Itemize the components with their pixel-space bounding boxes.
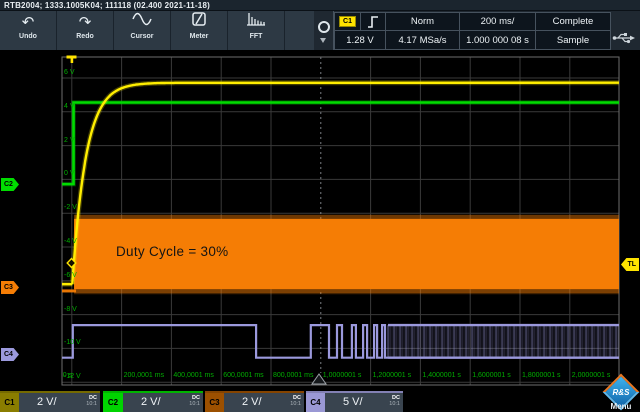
time-axis-label: 800,0001 ms [273, 372, 314, 379]
channel-scale-value: 2 V/ [242, 396, 262, 408]
channel-tab-c4[interactable]: C4 [306, 393, 325, 412]
time-axis-label: 1,6000001 s [472, 372, 511, 379]
multimeter-icon [171, 11, 227, 35]
undo-arrow-icon: ↶ [21, 14, 35, 31]
channel-scale-panel-c4[interactable]: 5 V/DC 10:1 [325, 393, 403, 412]
channel-accent-strip [103, 391, 203, 393]
volt-axis-label: -10 V [64, 339, 81, 347]
volt-axis-label: -4 V [64, 238, 77, 245]
channel-coupling-probe: DC 10:1 [86, 395, 97, 407]
nav-knob-button[interactable] [314, 11, 334, 50]
rising-edge-icon [368, 15, 378, 28]
time-axis-label: 1,0000001 s [322, 372, 362, 379]
time-axis-label: 1,8000001 s [522, 372, 561, 379]
volt-axis-label: 0 V [64, 170, 75, 178]
channel-accent-strip [0, 391, 100, 393]
undo-button-label: Undo [19, 33, 37, 40]
c2-reference-flag[interactable]: C2 [1, 178, 19, 191]
timebase-value: 200 ms/ [480, 16, 515, 27]
volt-axis-label: 4 V [64, 102, 75, 110]
channel-tab-c3[interactable]: C3 [205, 393, 224, 412]
cursor-button-label: Cursor [130, 33, 154, 40]
c4-reference-flag[interactable]: C4 [1, 348, 19, 361]
channel-bar: C1 2 V/DC 10:1 C2 2 V/DC 10:1 C3 2 V/DC 10:1 C4 5 … [0, 391, 640, 412]
trigger-mode-value: Norm [410, 16, 435, 27]
volt-axis-label: 2 V [64, 136, 75, 144]
time-axis-label: 0 s [62, 372, 73, 379]
duty-cycle-annotation: Duty Cycle = 30% [116, 244, 229, 259]
trigger-point-diamond[interactable] [66, 257, 77, 269]
c3-reference-flag[interactable]: C3 [1, 281, 19, 294]
trigger-level-flag[interactable]: TL [621, 258, 639, 271]
cursor-button[interactable]: Cursor [114, 11, 171, 50]
sample-rate-value: 4.17 MSa/s [398, 34, 447, 46]
volt-axis-label: 6 V [64, 69, 75, 76]
fft-button[interactable]: FFT [228, 11, 285, 50]
time-axis-label: 2,0000001 s [571, 372, 611, 379]
redo-button[interactable]: ↷ Redo [57, 11, 114, 50]
channel-coupling-probe: DC 10:1 [389, 395, 400, 407]
time-axis-label: 200,0001 ms [123, 372, 165, 379]
channel-scale-value: 2 V/ [37, 396, 57, 408]
meter-button[interactable]: Meter [171, 11, 228, 50]
channel-accent-strip [306, 391, 403, 393]
c4-trace [61, 323, 619, 359]
volt-axis-label: -12 V [64, 373, 81, 381]
usb-status-zone [611, 11, 640, 50]
acquisition-mode-value: Sample [556, 34, 590, 46]
toolbar: ↶ Undo ↷ Redo Cursor Meter FFT [0, 11, 314, 50]
channel-scale-panel-c2[interactable]: 2 V/DC 10:1 [123, 393, 203, 412]
acquisition-mode-cell[interactable]: Sample [535, 30, 611, 50]
trigger-source-badge: C1 [339, 16, 356, 27]
chevron-down-icon [320, 38, 326, 43]
trigger-acquisition-panel: C1 1.28 V Norm 4.17 MSa/s 200 ms/ 1.000 … [314, 11, 640, 50]
knob-ring-icon [318, 21, 330, 33]
channel-scale-value: 2 V/ [141, 396, 161, 408]
meter-button-label: Meter [189, 33, 209, 40]
time-axis-label: 1,4000001 s [422, 372, 461, 379]
channel-coupling-probe: DC 10:1 [290, 395, 301, 407]
device-title-bar: RTB2004; 1333.1005K04; 111118 (02.400 20… [0, 0, 640, 11]
fft-button-label: FFT [249, 33, 263, 40]
acquisition-status-value: Complete [552, 16, 594, 27]
sine-wave-icon [114, 11, 170, 35]
channel-accent-strip [205, 391, 304, 393]
spectrum-icon [228, 11, 284, 35]
channel-scale-panel-c3[interactable]: 2 V/DC 10:1 [224, 393, 304, 412]
trigger-time-marker[interactable] [66, 55, 77, 64]
channel-scale-value: 5 V/ [343, 396, 363, 408]
redo-button-label: Redo [76, 33, 94, 40]
channel-tab-c1[interactable]: C1 [0, 393, 19, 412]
c1-trace [62, 80, 620, 287]
redo-arrow-icon: ↷ [78, 14, 92, 31]
trigger-level-value: 1.28 V [346, 34, 374, 46]
c3-trace [62, 214, 619, 295]
c2-trace [62, 100, 619, 187]
usb-icon [612, 33, 635, 44]
menu-label: Menu [610, 402, 632, 411]
channel-scale-panel-c1[interactable]: 2 V/DC 10:1 [19, 393, 100, 412]
time-axis-label: 1,2000001 s [372, 372, 412, 379]
volt-axis-label: -6 V [64, 271, 77, 279]
volt-axis-label: -2 V [64, 204, 77, 212]
time-axis-label: 600,0001 ms [223, 372, 264, 379]
reference-position-marker[interactable] [311, 373, 327, 385]
volt-axis-label: -8 V [64, 305, 77, 313]
horizontal-position-value: 1.000 000 08 s [466, 34, 529, 46]
undo-button[interactable]: ↶ Undo [0, 11, 57, 50]
channel-tab-c2[interactable]: C2 [103, 393, 123, 412]
channel-coupling-probe: DC 10:1 [189, 395, 200, 407]
time-axis-label: 400,0001 ms [173, 372, 214, 379]
